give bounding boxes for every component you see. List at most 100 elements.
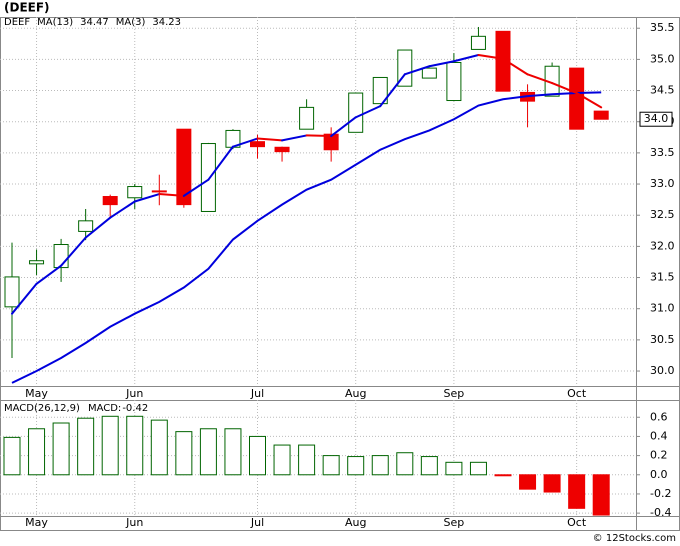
x-tick-label: Jul (250, 516, 264, 529)
ma-segment (379, 73, 406, 108)
candle-body (127, 186, 143, 199)
legend-entry: MA(13) (37, 17, 73, 28)
macd-bar (126, 415, 144, 476)
candle-body (470, 35, 486, 50)
x-tick-label: Oct (567, 516, 587, 529)
ma-segment (330, 116, 357, 138)
macd-bar (52, 422, 70, 476)
candle-body (348, 92, 364, 133)
y-tick-label: 31.0 (650, 302, 675, 315)
macd-bar (347, 456, 365, 476)
candle-body (176, 128, 192, 206)
x-tick-label: Sep (444, 516, 465, 529)
candle-body (29, 260, 45, 265)
ma-line (11, 91, 602, 384)
y-tick-label: 35.0 (650, 52, 675, 65)
ma-segment (256, 137, 284, 142)
ma-segment (11, 282, 38, 315)
ma-segment (60, 236, 87, 267)
macd-bar (249, 435, 266, 476)
candle-body (299, 106, 315, 130)
legend-entry: 34.23 (152, 17, 181, 28)
candle-body (323, 133, 339, 151)
legend-entry: MACD: (88, 403, 121, 414)
ma-segment (281, 134, 308, 142)
ma-segment (231, 137, 259, 148)
macd-bar (420, 456, 438, 476)
y-tick-label: 34.5 (650, 84, 675, 97)
macd-bar (592, 474, 610, 516)
ma-segment (452, 54, 480, 63)
ma-segment (575, 92, 603, 109)
y-tick-label: 33.5 (650, 146, 675, 159)
legend-entry: 34.47 (80, 17, 109, 28)
macd-bar (199, 428, 217, 476)
candle-body (593, 110, 609, 120)
x-tick-label: Aug (345, 387, 366, 400)
y-tick-label: 30.0 (650, 364, 675, 377)
x-tick-label: May (25, 516, 48, 529)
y-tick-label: 33.0 (650, 177, 675, 190)
macd-bar (101, 415, 119, 476)
macd-bar (543, 474, 561, 493)
macd-bar (28, 428, 46, 476)
macd-bar (568, 474, 586, 509)
y-tick-label: 30.5 (650, 333, 675, 346)
candle-body (421, 67, 437, 79)
ma-segment (109, 200, 136, 219)
y-tick-label: 32.5 (650, 208, 675, 221)
candle-body (53, 244, 69, 269)
x-tick-label: Oct (567, 387, 587, 400)
x-tick-label: Aug (345, 516, 366, 529)
candle-body (495, 30, 511, 92)
legend-entry: MA(3) (116, 17, 146, 28)
x-tick-label: Jun (125, 516, 143, 529)
y-tick-label: 35.5 (650, 21, 675, 34)
ma-segment (354, 105, 382, 119)
price-label: 34.0 (644, 112, 669, 125)
candle-body (78, 220, 94, 232)
candle-body (200, 143, 216, 212)
macd-bar (322, 455, 340, 476)
ma-segment (502, 57, 529, 76)
macd-bar (175, 431, 193, 476)
macd-bar (396, 452, 414, 476)
macd-bar (273, 444, 291, 476)
candle-body (102, 196, 118, 206)
ma-segment (428, 60, 455, 68)
legend-entry: MACD(26,12,9) (4, 403, 80, 414)
macd-bar (3, 436, 21, 476)
price-box (639, 111, 673, 127)
y-tick-label: 0.2 (650, 449, 668, 462)
macd-bar (150, 419, 168, 476)
macd-bar (224, 428, 242, 476)
ma-segment (403, 65, 431, 76)
y-tick-label: 0.6 (650, 410, 668, 423)
legend-entry: DEEF (4, 17, 30, 28)
macd-bar (445, 461, 463, 476)
ma-segment (158, 193, 185, 197)
ma-segment (526, 73, 554, 85)
y-tick-label: 31.5 (650, 271, 675, 284)
ma-segment (35, 264, 63, 285)
candle-body (274, 146, 290, 153)
y-tick-label: 32.0 (650, 239, 675, 252)
ma-segment (182, 178, 210, 197)
x-tick-label: Jun (125, 387, 143, 400)
candle-body (397, 49, 413, 87)
ma-segment (207, 145, 234, 181)
ma-segment (133, 193, 161, 203)
x-tick-label: May (25, 387, 48, 400)
candle-body (446, 62, 462, 102)
ma-segment (305, 134, 333, 138)
candle-body (569, 67, 585, 130)
x-tick-label: Jul (250, 387, 264, 400)
macd-bar (298, 444, 316, 476)
candle-body (151, 190, 167, 193)
y-tick-label: -0.4 (650, 506, 671, 519)
ma-segment (84, 216, 112, 239)
ma-segment (551, 82, 578, 95)
candle-body (372, 76, 388, 105)
ma-segment (477, 54, 504, 60)
macd-bar (494, 474, 512, 477)
